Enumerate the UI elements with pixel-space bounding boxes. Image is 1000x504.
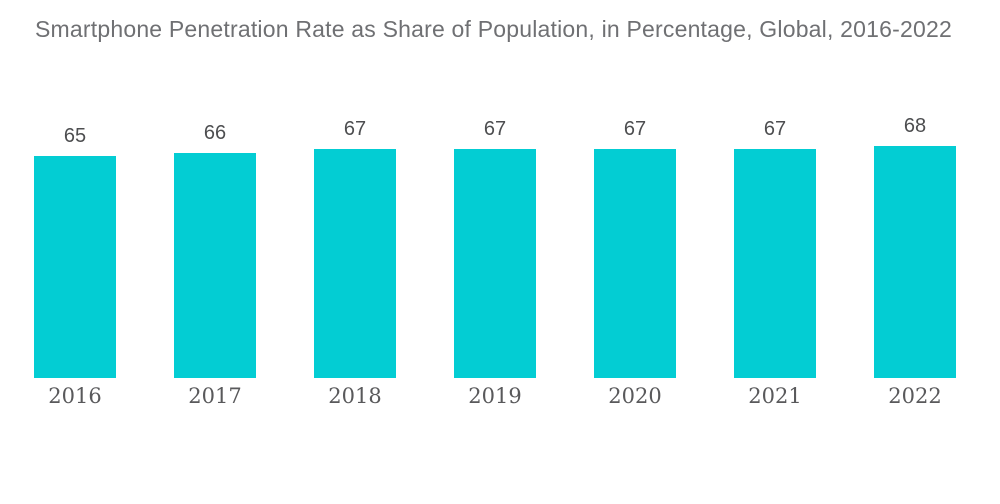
- bar-2017: [174, 152, 256, 378]
- x-tick-2017: 2017: [188, 384, 242, 408]
- x-axis-labels: 2016 2017 2018 2019 2020 2021 2022: [34, 384, 956, 408]
- x-tick-2019: 2019: [468, 384, 522, 408]
- x-tick-2018: 2018: [328, 384, 382, 408]
- bar-2018: [314, 149, 396, 378]
- value-label-2019: 67: [483, 118, 507, 141]
- bar-plot-area: 65 66 67 67 67 67 68: [34, 0, 956, 378]
- bar-2020: [594, 149, 676, 378]
- bar-column-2022: 68: [874, 115, 956, 378]
- bar-2019: [454, 149, 536, 378]
- bar-column-2016: 65: [34, 125, 116, 378]
- value-label-2022: 68: [903, 114, 927, 137]
- bar-2021: [734, 149, 816, 378]
- x-tick-2016: 2016: [48, 384, 102, 408]
- value-label-2018: 67: [343, 118, 367, 141]
- bar-column-2020: 67: [594, 118, 676, 378]
- x-tick-2020: 2020: [608, 384, 662, 408]
- bar-column-2018: 67: [314, 118, 396, 378]
- value-label-2017: 66: [203, 121, 227, 144]
- chart-title: Smartphone Penetration Rate as Share of …: [35, 16, 952, 42]
- x-tick-2021: 2021: [748, 384, 802, 408]
- value-label-2020: 67: [623, 118, 647, 141]
- bar-2016: [34, 155, 116, 378]
- bar-2022: [874, 145, 956, 378]
- bar-column-2019: 67: [454, 118, 536, 378]
- value-label-2016: 65: [63, 124, 87, 147]
- bar-column-2017: 66: [174, 121, 256, 378]
- x-tick-2022: 2022: [888, 384, 942, 408]
- value-label-2021: 67: [763, 118, 787, 141]
- bar-column-2021: 67: [734, 118, 816, 378]
